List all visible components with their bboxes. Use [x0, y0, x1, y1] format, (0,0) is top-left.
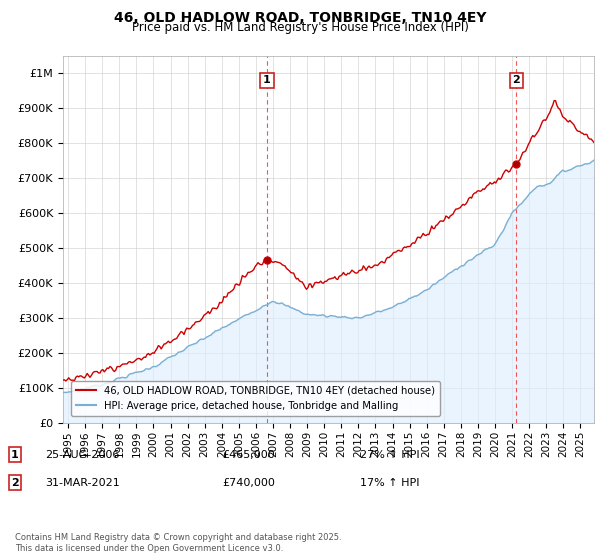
Text: Price paid vs. HM Land Registry's House Price Index (HPI): Price paid vs. HM Land Registry's House …	[131, 21, 469, 34]
Text: 17% ↑ HPI: 17% ↑ HPI	[360, 478, 419, 488]
Text: £465,000: £465,000	[222, 450, 275, 460]
Text: 27% ↑ HPI: 27% ↑ HPI	[360, 450, 419, 460]
Text: 46, OLD HADLOW ROAD, TONBRIDGE, TN10 4EY: 46, OLD HADLOW ROAD, TONBRIDGE, TN10 4EY	[114, 11, 486, 25]
Text: 2: 2	[512, 76, 520, 86]
Text: Contains HM Land Registry data © Crown copyright and database right 2025.
This d: Contains HM Land Registry data © Crown c…	[15, 533, 341, 553]
Legend: 46, OLD HADLOW ROAD, TONBRIDGE, TN10 4EY (detached house), HPI: Average price, d: 46, OLD HADLOW ROAD, TONBRIDGE, TN10 4EY…	[71, 381, 440, 416]
Text: £740,000: £740,000	[222, 478, 275, 488]
Text: 1: 1	[11, 450, 19, 460]
Text: 2: 2	[11, 478, 19, 488]
Text: 1: 1	[263, 76, 271, 86]
Text: 31-MAR-2021: 31-MAR-2021	[45, 478, 120, 488]
Text: 25-AUG-2006: 25-AUG-2006	[45, 450, 119, 460]
